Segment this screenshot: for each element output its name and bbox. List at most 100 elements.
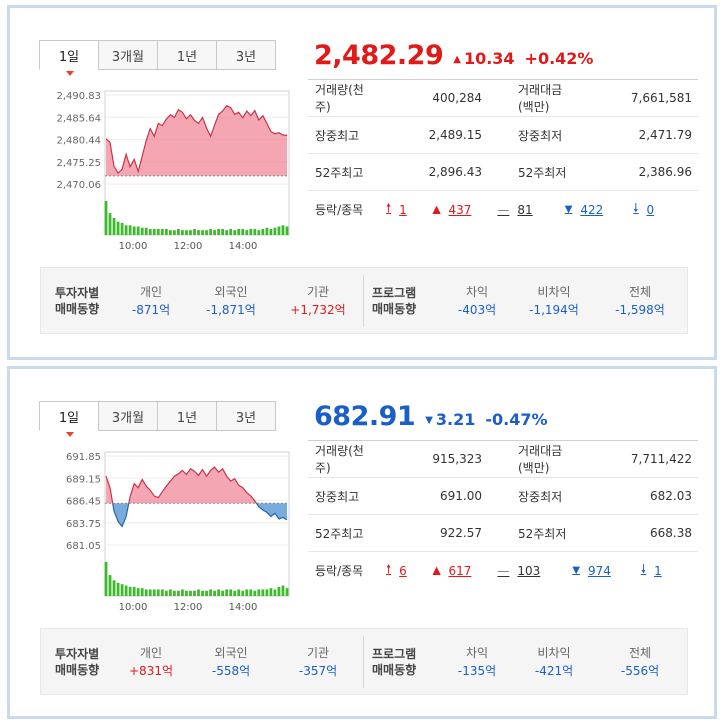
volume-bar (156, 589, 160, 596)
program-title: 프로그램 매매동향 (372, 646, 417, 677)
volume-bar (281, 585, 285, 596)
volume-bar (201, 590, 204, 596)
volume-bar (217, 228, 221, 235)
advance-decline-label: 등락/종목 (315, 203, 364, 217)
direction-triangle-icon: ▼ (425, 415, 433, 426)
stat-label: 52주최고 (315, 526, 364, 541)
volume-bar (281, 225, 285, 235)
unchanged-link[interactable]: —81 (497, 202, 533, 217)
arrow-down-icon: 🠗 (640, 562, 647, 576)
stat-value: 2,489.15 (428, 128, 482, 142)
tab-period[interactable]: 1일 (39, 40, 99, 76)
program-item: 전체 -556억 (620, 645, 660, 678)
volume-bar (249, 589, 253, 596)
stats-row: 거래량(천주) 400,284 거래대금(백만) 7,661,581 (308, 80, 698, 117)
stat-label: 52주최고 (315, 165, 364, 180)
volume-bar (120, 222, 124, 235)
stats-row: 거래량(천주) 915,323 거래대금(백만) 7,711,422 (308, 441, 698, 478)
x-tick-label: 14:00 (229, 241, 258, 252)
advancers-link[interactable]: ▲ 617 (432, 563, 472, 578)
y-tick-label: 691.85 (66, 452, 101, 463)
investor-title: 투자자별 매매동향 (55, 285, 100, 316)
x-tick-label: 12:00 (174, 602, 203, 613)
volume-bar (205, 230, 208, 235)
volume-bar (261, 228, 265, 235)
stat-label: 52주최저 (518, 526, 567, 541)
arrow-up-icon: 🠕 (386, 201, 392, 215)
volume-bar (136, 588, 140, 596)
tab-period[interactable]: 1년 (157, 40, 217, 70)
stat-value: 7,661,581 (630, 91, 692, 105)
volume-bar (160, 589, 164, 596)
x-tick-label: 12:00 (174, 241, 203, 252)
period-tabs: 1일 3개월 1년 3년 (39, 40, 276, 76)
lower-limit-link[interactable]: 🠗 0 (633, 199, 654, 220)
volume-bar (132, 586, 136, 596)
volume-bar (108, 575, 112, 596)
program-item: 비차익 -1,194억 (529, 284, 579, 317)
volume-bar (108, 213, 112, 235)
volume-bar (197, 589, 200, 596)
price-line-above (105, 105, 288, 175)
advancers-link[interactable]: ▲ 437 (432, 202, 472, 217)
investor-title: 투자자별 매매동향 (55, 646, 100, 677)
volume-bar (229, 589, 233, 596)
index-chart: 2,490.83 2,485.64 2,480.44 2,475.25 2,470.06… (32, 83, 292, 253)
decliners-link[interactable]: ▼ 974 (572, 563, 611, 578)
volume-bar (209, 589, 212, 596)
lower-limit-link[interactable]: 🠗 1 (641, 560, 662, 581)
volume-bar (221, 228, 225, 235)
volume-bar (257, 230, 261, 235)
program-item: 전체 -1,598억 (615, 284, 665, 317)
divider (363, 274, 364, 327)
volume-bar (209, 228, 212, 235)
volume-bar (193, 590, 196, 596)
volume-bar (140, 227, 144, 235)
advance-decline-row: 등락/종목 🠕 6 ▲ 617 —103 ▼ 974 🠗 1 (308, 552, 698, 589)
unchanged-link[interactable]: —103 (497, 563, 541, 578)
volume-bar (181, 230, 184, 235)
upper-limit-link[interactable]: 🠕 1 (386, 199, 407, 220)
volume-bar (128, 225, 132, 235)
volume-bar (152, 228, 156, 235)
divider (363, 635, 364, 688)
volume-bar (205, 590, 208, 596)
y-tick-label: 2,485.64 (56, 113, 101, 124)
volume-bar (269, 588, 273, 596)
volume-bar (172, 590, 176, 596)
area-above-base (106, 105, 287, 176)
tab-period[interactable]: 3년 (216, 401, 276, 431)
program-item: 차익 -135억 (457, 645, 497, 678)
volume-bar (112, 218, 116, 235)
investor-item: 외국인 -1,871억 (206, 284, 256, 317)
tab-period[interactable]: 3개월 (98, 401, 158, 431)
advance-decline-label: 등락/종목 (315, 564, 364, 578)
stat-value: 2,386.96 (638, 165, 692, 179)
volume-bar (225, 230, 229, 235)
volume-bar (124, 225, 128, 235)
dash-icon: — (497, 563, 510, 578)
volume-bar (116, 582, 120, 596)
upper-limit-link[interactable]: 🠕 6 (386, 560, 407, 581)
volume-bar (241, 590, 245, 596)
volume-bar (257, 589, 261, 596)
volume-bar (177, 228, 180, 235)
advance-decline-row: 등락/종목 🠕 1 ▲ 437 —81 ▼ 422 🠗 0 (308, 191, 698, 228)
stat-label: 거래대금(백만) (518, 444, 563, 475)
arrow-up-icon: 🠕 (386, 562, 392, 576)
index-percent: -0.47% (485, 410, 548, 429)
tab-period[interactable]: 1년 (157, 401, 217, 431)
index-quote: 2,482.29 ▲ 10.34 +0.42% (314, 40, 593, 71)
investor-item: 외국인 -558억 (211, 645, 251, 678)
tab-period[interactable]: 3개월 (98, 40, 158, 70)
y-tick-label: 683.75 (66, 519, 101, 530)
decliners-link[interactable]: ▼ 422 (564, 202, 604, 217)
volume-bar (249, 228, 253, 235)
triangle-up-icon: ▲ (432, 204, 441, 215)
index-change: ▼ 3.21 (425, 410, 476, 429)
volume-bar (168, 589, 172, 596)
tab-period[interactable]: 3년 (216, 40, 276, 70)
tab-period[interactable]: 1일 (39, 401, 99, 437)
volume-bar (120, 584, 124, 596)
volume-bar (269, 228, 273, 235)
